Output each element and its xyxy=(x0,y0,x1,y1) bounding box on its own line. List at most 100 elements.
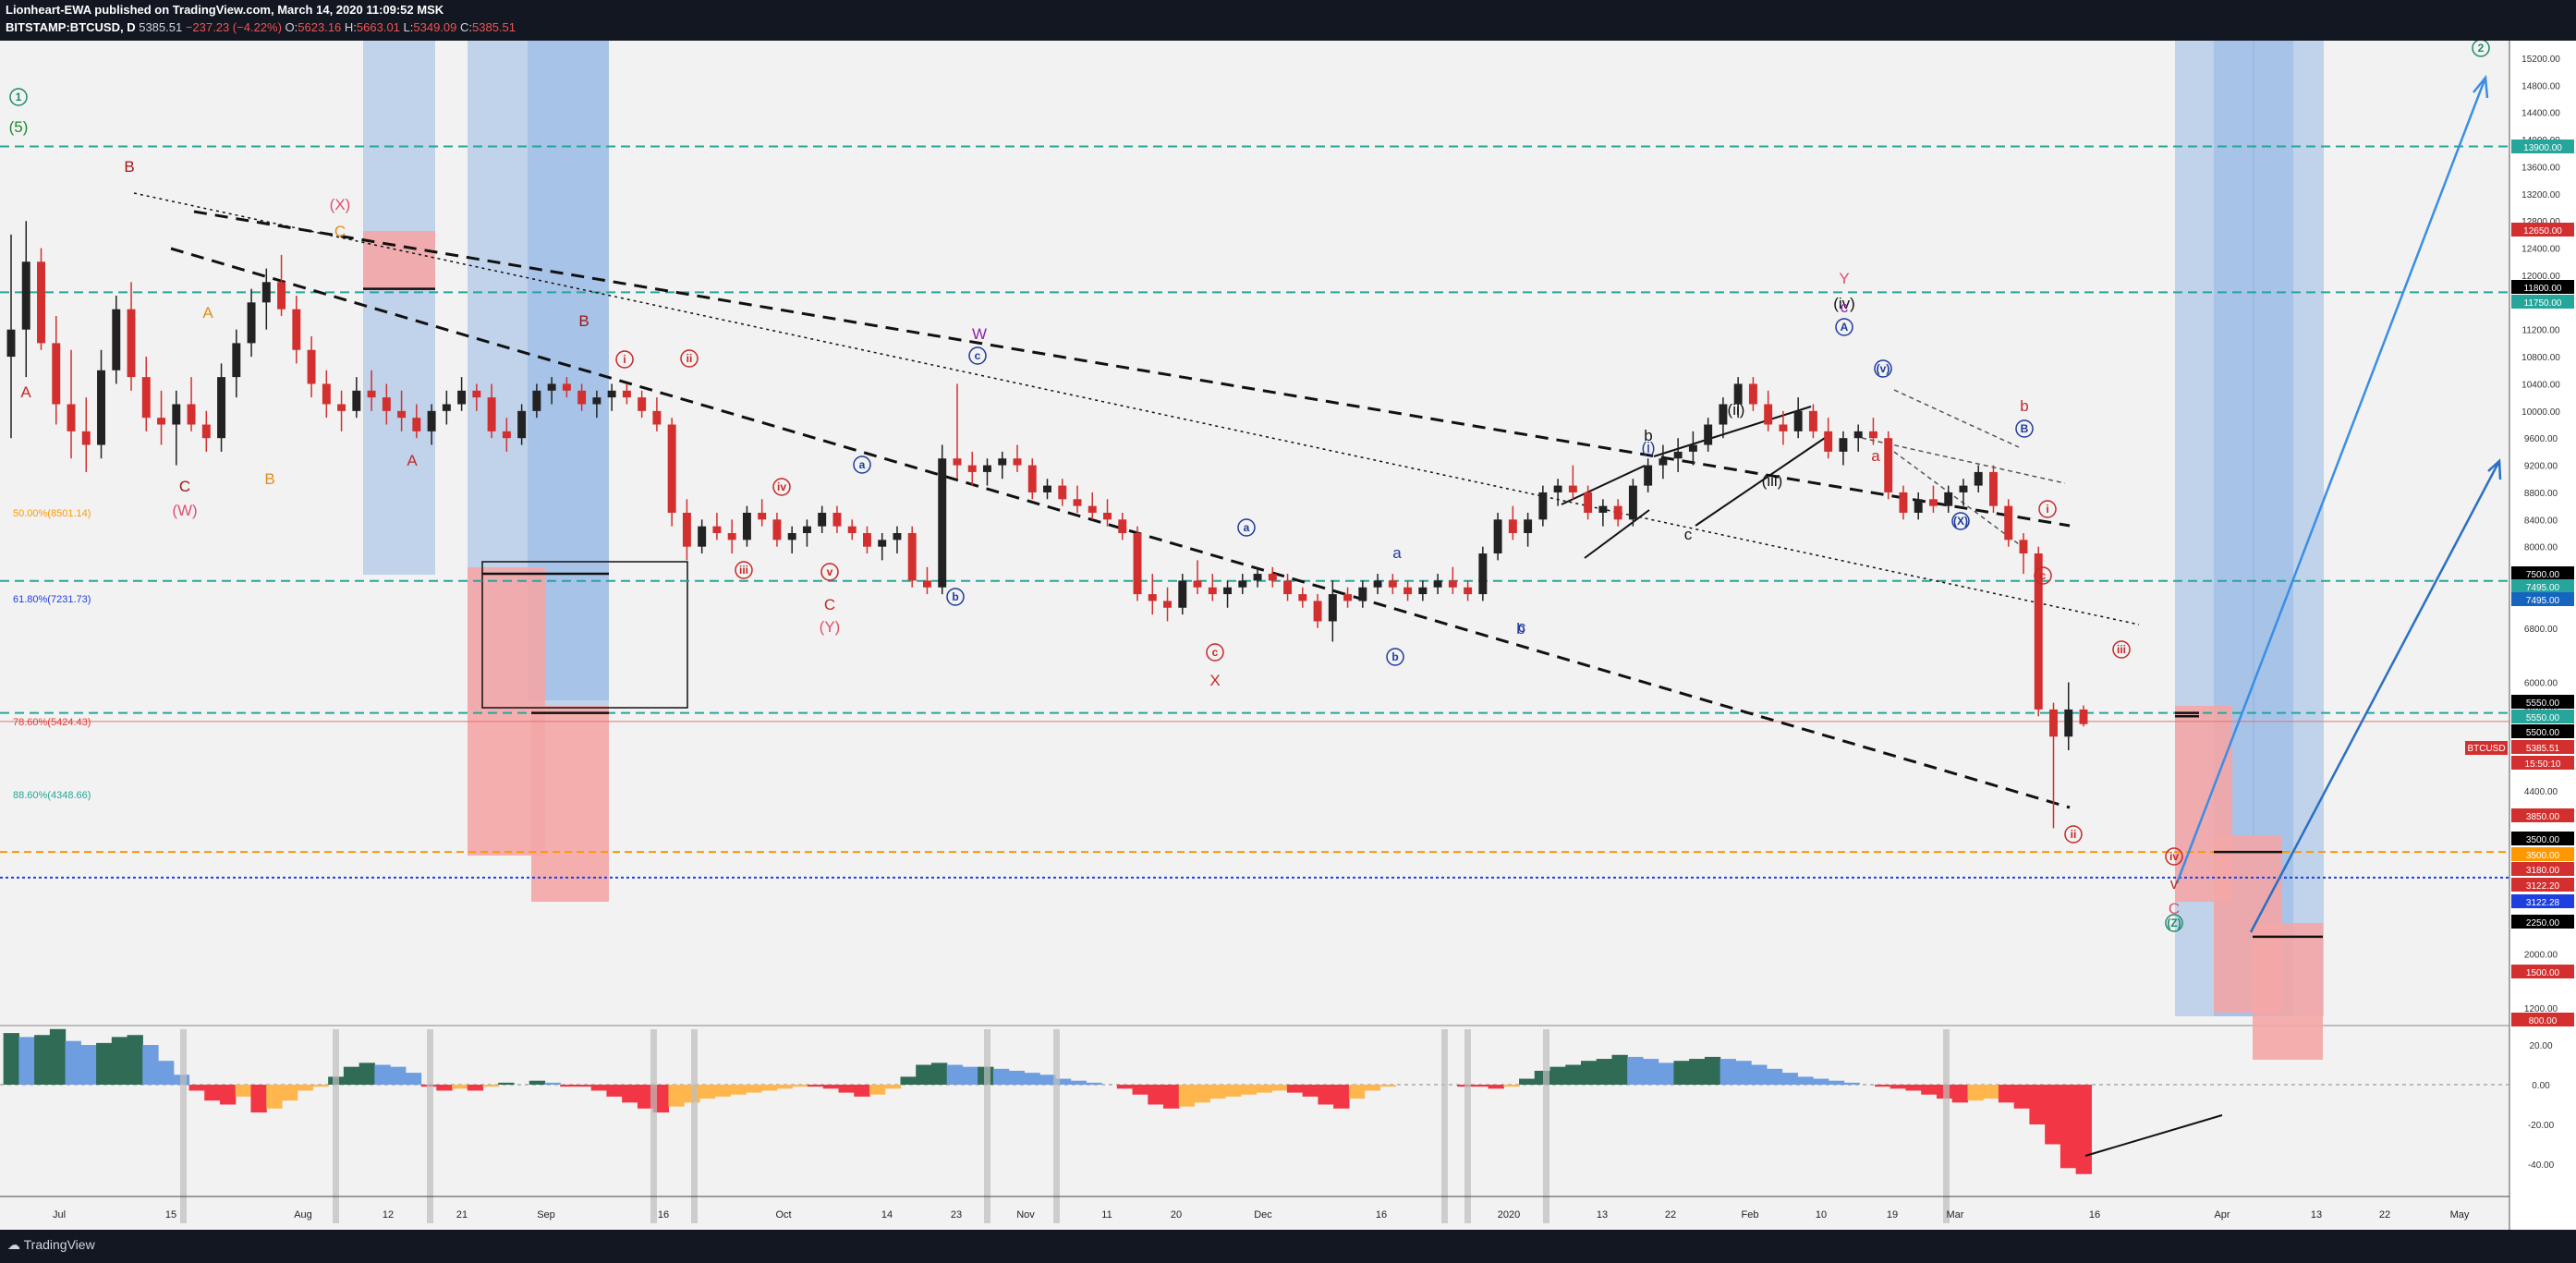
price-tick-label: 10000.00 xyxy=(2521,407,2560,418)
candle-body xyxy=(1989,471,1998,506)
osc-bar xyxy=(962,1066,978,1085)
level-tag xyxy=(2511,295,2574,309)
candle-body xyxy=(1027,465,1037,492)
time-tick-label: 11 xyxy=(1101,1209,1112,1220)
osc-bar xyxy=(946,1064,964,1085)
symbol-name[interactable]: BITSTAMP:BTCUSD, D xyxy=(6,20,136,34)
osc-bar xyxy=(374,1064,391,1085)
candle-body xyxy=(1868,431,1877,439)
osc-bar xyxy=(575,1085,592,1087)
osc-bar xyxy=(1488,1085,1504,1089)
wave-label-circle xyxy=(820,563,839,581)
candle-body xyxy=(832,512,842,527)
candle-body xyxy=(1193,580,1202,588)
candle-body xyxy=(517,410,527,439)
candle-body xyxy=(772,519,782,540)
triangle-line-3 xyxy=(1653,406,1812,457)
time-tick-label: 16 xyxy=(2089,1209,2100,1220)
price-tick-label: 8800.00 xyxy=(2524,489,2558,499)
osc-bar xyxy=(49,1028,67,1085)
osc-bar xyxy=(1209,1085,1226,1099)
candle-body xyxy=(1298,594,1307,601)
osc-squeeze-marker xyxy=(691,1029,698,1223)
osc-bar xyxy=(1224,1085,1242,1097)
osc-bar xyxy=(1921,1085,1938,1095)
candle-body xyxy=(81,431,91,445)
level-tag xyxy=(2511,740,2574,754)
osc-bar xyxy=(2075,1085,2092,1174)
candle-body xyxy=(1103,512,1112,520)
level-tag-label: 5385.51 xyxy=(2526,744,2560,754)
price-chart[interactable]: 50.00%(8501.14) 61.80%(7231.73) 78.60%(542… xyxy=(0,41,2576,1230)
osc-bar xyxy=(18,1037,35,1085)
candle-body xyxy=(112,309,121,370)
wave-label: a xyxy=(1871,447,1880,465)
wave-label: X xyxy=(1209,672,1220,689)
price-change: −237.23 (−4.22%) xyxy=(185,20,282,34)
osc-bar xyxy=(992,1068,1010,1085)
footer-brand[interactable]: TradingView xyxy=(23,1237,95,1252)
candle-body xyxy=(1808,410,1817,431)
candle-body xyxy=(1388,580,1397,588)
candle-body xyxy=(382,397,391,411)
fib-label: 78.60%(5424.43) xyxy=(13,717,91,728)
price-tick-label: 6800.00 xyxy=(2524,625,2558,635)
osc-bar xyxy=(1611,1054,1628,1085)
wave-label: A xyxy=(202,304,213,322)
open-value: 5623.16 xyxy=(298,20,342,34)
level-tag-label: 3850.00 xyxy=(2526,812,2560,822)
wave-label: (iv) xyxy=(1833,295,1855,312)
wave-label: c xyxy=(1518,618,1526,636)
osc-bar xyxy=(1302,1085,1319,1097)
osc-divergence-line xyxy=(2084,1114,2223,1157)
price-tick-label: 11200.00 xyxy=(2522,326,2560,336)
osc-bar xyxy=(1983,1085,1999,1099)
level-tag xyxy=(2511,894,2574,908)
osc-bar xyxy=(390,1066,407,1085)
candle-body xyxy=(878,540,887,547)
target-zone-5 xyxy=(2253,923,2323,1060)
time-tick-label: 13 xyxy=(2311,1209,2322,1220)
osc-bar xyxy=(1024,1073,1040,1085)
b-wedge-1 xyxy=(1861,437,2066,484)
candle-body xyxy=(1448,580,1457,588)
candle-body xyxy=(1208,587,1217,595)
osc-bar xyxy=(1364,1085,1380,1091)
osc-bar xyxy=(188,1085,205,1091)
candle-body xyxy=(1313,601,1322,622)
triangle-line-2 xyxy=(1584,509,1650,559)
candle-body xyxy=(1268,574,1277,581)
osc-bar xyxy=(808,1085,824,1087)
osc-squeeze-marker xyxy=(1053,1029,1060,1223)
level-tag-label: 7495.00 xyxy=(2526,596,2560,606)
candle-body xyxy=(802,526,811,533)
time-tick-label: 14 xyxy=(881,1209,893,1220)
osc-bar xyxy=(699,1085,716,1099)
price-tick-label: 8000.00 xyxy=(2524,543,2558,553)
level-tag-label: 3500.00 xyxy=(2526,835,2560,845)
osc-bar xyxy=(1627,1056,1644,1085)
osc-bar xyxy=(560,1085,577,1087)
osc-squeeze-marker xyxy=(1543,1029,1549,1223)
osc-bar xyxy=(312,1085,329,1087)
price-tick-label: 13600.00 xyxy=(2521,163,2560,173)
tradingview-logo-icon: ☁ xyxy=(7,1237,20,1252)
wave-label: A xyxy=(1841,321,1849,334)
osc-bar xyxy=(1116,1085,1134,1089)
close-label: C: xyxy=(460,20,472,34)
level-tag-label: 2250.00 xyxy=(2526,918,2560,929)
wave-label-circle xyxy=(1951,512,1970,530)
candle-body xyxy=(1914,499,1923,513)
osc-bar xyxy=(1240,1085,1258,1095)
symbol-tag-label: BTCUSD xyxy=(2467,744,2505,754)
osc-bar xyxy=(916,1064,932,1085)
level-tag xyxy=(2511,878,2574,892)
osc-bar xyxy=(544,1082,561,1085)
wave-label: iii xyxy=(739,564,748,577)
osc-bar xyxy=(1642,1059,1659,1085)
osc-bar xyxy=(1472,1085,1489,1087)
wave-label: W xyxy=(972,325,987,343)
level-tag-label: 800.00 xyxy=(2529,1016,2558,1026)
candle-body xyxy=(21,261,30,330)
osc-bar xyxy=(80,1045,97,1085)
